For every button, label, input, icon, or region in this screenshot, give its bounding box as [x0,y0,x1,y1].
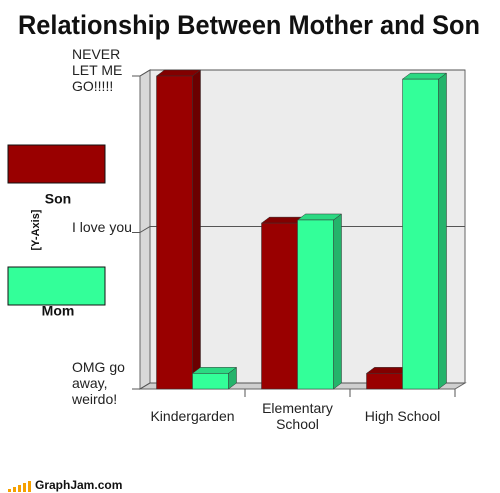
legend-label: Son [45,191,71,207]
bar-top [191,367,238,374]
bar-side [438,72,447,390]
y-axis-label: [Y-Axis] [30,209,42,250]
chart-title: Relationship Between Mother and Son [18,10,480,40]
y-tick-label: NEVER LET ME GO!!!!! [72,46,123,94]
x-tick-label-box: Elementary School [262,400,333,432]
legend-swatch [7,144,106,184]
y-tick-label-box: I love you [72,218,132,235]
y-tick-label-box: OMG go away, weirdo! [72,359,125,407]
bar-front [297,219,334,390]
bar [155,69,202,390]
footer-logo [8,481,31,492]
bar-front [156,75,193,390]
bar-side [333,213,342,390]
x-tick-label: Kindergarden [150,408,235,424]
bar [401,72,448,390]
bar [296,213,343,390]
source: GraphJam.com [35,478,122,492]
y-tick-label-box: NEVER LET ME GO!!!!! [72,46,123,94]
bar-front [192,373,229,390]
y-tick-label: I love you [72,218,132,235]
bar-front [402,78,439,390]
bar-front [366,373,403,390]
x-tick-label: High School [364,408,441,424]
x-tick-label-box: High School [364,408,441,424]
bar-top [155,69,202,77]
x-tick-label-box: Kindergarden [150,408,235,424]
grid-line [139,69,465,77]
grid-line [139,382,465,390]
bar [191,366,238,390]
bar-top [401,72,448,80]
legend-label: Mom [42,303,75,319]
x-tick-label: Elementary School [262,400,333,432]
legend-swatch [7,266,106,306]
y-tick-label: OMG go away, weirdo! [72,359,125,407]
grid-line [139,226,465,233]
bar-top [296,213,343,221]
bar-side [192,69,201,390]
bar-front [261,222,298,390]
